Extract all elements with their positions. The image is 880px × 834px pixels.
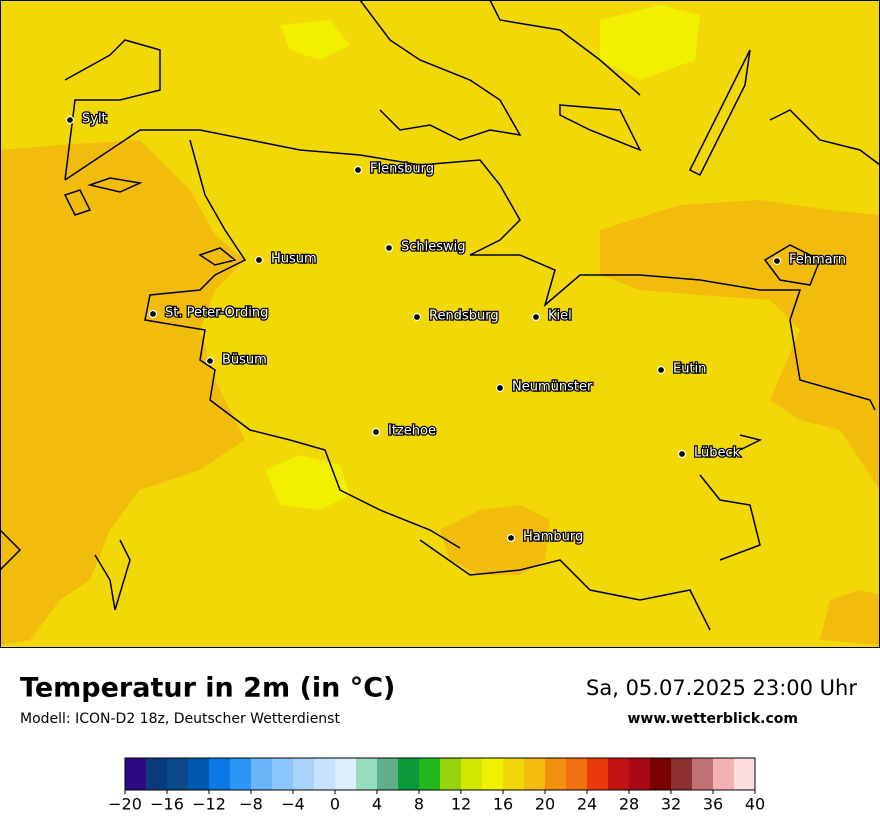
colorbar-segment	[398, 758, 420, 790]
city-dot	[371, 427, 381, 437]
city-label: Büsum	[222, 353, 267, 368]
colorbar: −20 −16 −12 −8 −4 0 4 8 12 16 20 24 28 32 36 40	[108, 757, 765, 814]
city-label: Schleswig	[401, 240, 466, 255]
city-dot	[495, 383, 505, 393]
colorbar-tick-label: 28	[619, 795, 639, 814]
colorbar-tick-label: 36	[703, 795, 723, 814]
colorbar-segment	[188, 758, 210, 790]
colorbar-tick-label: −16	[150, 795, 184, 814]
colorbar-segment	[440, 758, 462, 790]
colorbar-segment	[146, 758, 168, 790]
city-dot	[677, 449, 687, 459]
city-label: Flensburg	[370, 162, 434, 177]
colorbar-tick-label: 20	[535, 795, 555, 814]
cool-patch	[280, 20, 350, 60]
colorbar-tick-label: 40	[745, 795, 765, 814]
colorbar-segment	[629, 758, 651, 790]
warm-region	[600, 200, 880, 490]
colorbar-segment	[587, 758, 609, 790]
city-label: Neumünster	[512, 380, 593, 395]
colorbar-segment	[167, 758, 189, 790]
warm-region	[440, 505, 550, 575]
cool-patch	[600, 5, 700, 80]
colorbar-segment	[650, 758, 672, 790]
colorbar-segment	[314, 758, 336, 790]
colorbar-tick-label: −8	[239, 795, 263, 814]
colorbar-tick-label: 12	[451, 795, 471, 814]
colorbar-segment	[251, 758, 273, 790]
colorbar-segment	[713, 758, 735, 790]
city-label: Lübeck	[694, 446, 741, 461]
cities: Sylt Flensburg Schleswig Husum St. Peter-Ord…	[65, 110, 847, 546]
colorbar-segment	[356, 758, 378, 790]
colorbar-tick-label: −20	[108, 795, 142, 814]
colorbar-segment	[692, 758, 714, 790]
city-label: St. Peter-Ording	[165, 306, 268, 321]
warm-region	[0, 140, 245, 645]
warm-region	[820, 590, 880, 645]
colorbar-tick-label: 24	[577, 795, 597, 814]
city-label: Rendsburg	[429, 309, 499, 324]
colorbar-segment	[566, 758, 588, 790]
city-dot	[656, 365, 666, 375]
colorbar-segment	[335, 758, 357, 790]
colorbar-segment	[545, 758, 567, 790]
colorbar-tick-label: −4	[281, 795, 305, 814]
colorbar-segment	[482, 758, 504, 790]
city-dot	[254, 255, 264, 265]
city-label: Husum	[271, 252, 317, 267]
city-dot	[148, 309, 158, 319]
cool-patch	[265, 455, 350, 510]
city-label: Kiel	[548, 309, 572, 324]
city-dot	[412, 312, 422, 322]
colorbar-segment	[608, 758, 630, 790]
subtitle: Modell: ICON-D2 18z, Deutscher Wetterdie…	[20, 711, 340, 727]
city-dot	[506, 533, 516, 543]
colorbar-tick-label: 4	[372, 795, 382, 814]
city-label: Sylt	[82, 112, 107, 127]
colorbar-tick-label: 32	[661, 795, 681, 814]
city-dot	[772, 256, 782, 266]
colorbar-segment	[125, 758, 147, 790]
colorbar-frame	[124, 757, 756, 791]
city-label: Itzehoe	[388, 424, 436, 439]
city-label: Eutin	[673, 362, 706, 377]
colorbar-segment	[293, 758, 315, 790]
city-dot	[65, 115, 75, 125]
colorbar-segment	[524, 758, 546, 790]
colorbar-tick-label: 8	[414, 795, 424, 814]
city-label: Fehmarn	[789, 253, 846, 268]
colorbar-tick-label: −12	[192, 795, 226, 814]
map	[0, 0, 880, 648]
colorbar-segment	[671, 758, 693, 790]
city-dot	[353, 165, 363, 175]
city-dot	[384, 243, 394, 253]
title: Temperatur in 2m (in °C)	[20, 673, 395, 704]
colorbar-segment	[734, 758, 756, 790]
website: www.wetterblick.com	[628, 711, 799, 727]
colorbar-segment	[272, 758, 294, 790]
colorbar-segment	[209, 758, 231, 790]
colorbar-segment	[230, 758, 252, 790]
colorbar-segment	[419, 758, 441, 790]
datetime: Sa, 05.07.2025 23:00 Uhr	[586, 676, 857, 700]
city-label: Hamburg	[523, 530, 583, 545]
colorbar-segment	[503, 758, 525, 790]
coastlines	[0, 0, 880, 631]
colorbar-segment	[377, 758, 399, 790]
colorbar-tick-label: 0	[330, 795, 340, 814]
city-dot	[531, 312, 541, 322]
city-dot	[205, 356, 215, 366]
colorbar-segment	[461, 758, 483, 790]
colorbar-tick-label: 16	[493, 795, 513, 814]
